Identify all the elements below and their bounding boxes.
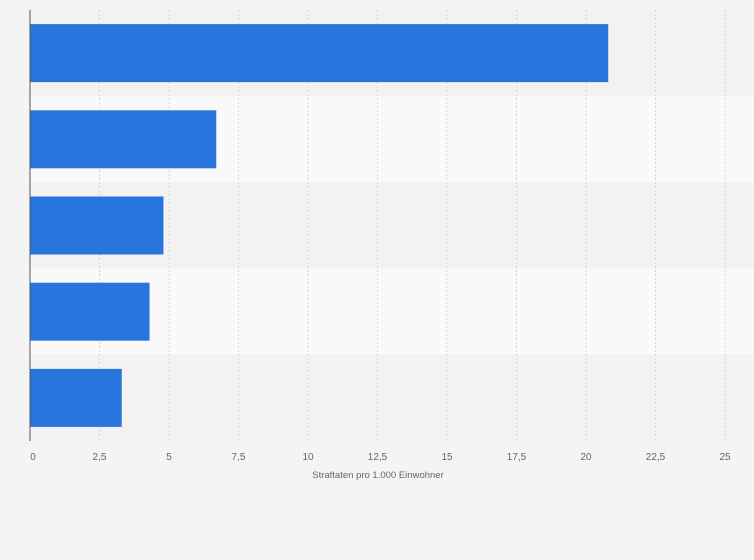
bars	[30, 24, 609, 427]
bar	[30, 196, 164, 255]
x-tick-label: 0	[30, 452, 36, 463]
x-tick-label: 5	[166, 452, 172, 463]
x-tick-label: 12,5	[368, 452, 388, 463]
bar	[30, 282, 150, 341]
row-band	[30, 268, 754, 355]
bar	[30, 24, 609, 83]
x-tick-labels: 0 2,5 5 7,5 10 12,5 15 17,5 20 22,5 25	[30, 452, 731, 463]
x-tick-label: 17,5	[507, 452, 527, 463]
x-tick-label: 20	[580, 452, 592, 463]
x-tick-label: 2,5	[93, 452, 107, 463]
bar	[30, 368, 122, 427]
x-tick-label: 15	[441, 452, 453, 463]
x-tick-label: 25	[719, 452, 731, 463]
x-tick-label: 7,5	[232, 452, 246, 463]
bar	[30, 110, 217, 169]
x-tick-label: 22,5	[646, 452, 666, 463]
row-band	[30, 354, 754, 441]
x-tick-label: 10	[302, 452, 314, 463]
x-axis-title: Straftaten pro 1.000 Einwohner	[312, 470, 444, 481]
row-bands	[30, 10, 754, 441]
